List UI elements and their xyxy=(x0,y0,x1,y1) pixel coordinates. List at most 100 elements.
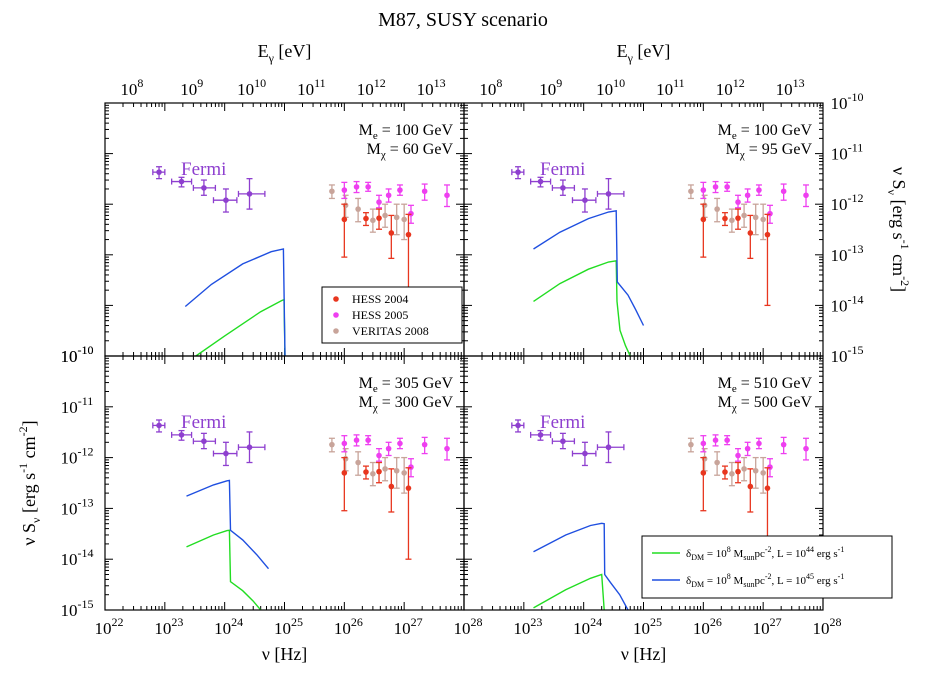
veritas2008-point xyxy=(687,184,694,200)
tick-exponent: 23 xyxy=(171,615,183,629)
veritas2008-point xyxy=(401,456,408,494)
fermi-point xyxy=(171,429,193,441)
legend-text: M xyxy=(731,575,744,587)
tick-base: 10 xyxy=(274,619,291,638)
tick-exponent: 10 xyxy=(613,76,625,90)
veritas2008-point-marker xyxy=(401,216,407,223)
fermi-point-marker xyxy=(246,444,253,451)
hess2005-point-marker xyxy=(803,445,809,452)
veritas2008-point xyxy=(393,456,400,489)
hess2005-point-marker xyxy=(724,437,730,444)
hess2004-point xyxy=(700,456,707,512)
tick-exponent: 11 xyxy=(673,76,685,90)
veritas2008-point xyxy=(741,203,748,228)
hess2004-point xyxy=(700,203,707,258)
fermi-point xyxy=(551,179,576,196)
hess2004-point-marker xyxy=(376,468,382,475)
hess2005-point-marker xyxy=(756,440,762,447)
veritas2008-point-marker xyxy=(729,217,735,224)
legend-model-label-blue: δDM = 108 Msunpc-2, L = 1045 erg s-1 xyxy=(686,572,844,589)
tick-base: 10 xyxy=(454,619,471,638)
veritas2008-point-marker xyxy=(714,459,720,466)
legend-text: pc xyxy=(754,575,765,587)
data-legend-box xyxy=(321,286,463,344)
legend-sup: 8 xyxy=(727,545,731,554)
y-tick-label: 10-14 xyxy=(61,546,94,569)
veritas2008-point xyxy=(328,184,335,200)
mass-symbol: M xyxy=(718,375,732,392)
veritas2008-point xyxy=(355,197,362,223)
x2-tick-label: 1010 xyxy=(596,76,625,99)
tick-base: 10 xyxy=(539,80,556,99)
hess2005-point-marker xyxy=(767,464,773,470)
hess2005-point-marker xyxy=(767,210,773,217)
hess2004-point-marker xyxy=(735,468,741,475)
hess2005-point xyxy=(421,436,428,455)
tick-exponent: 13 xyxy=(434,76,446,90)
veritas2008-point-marker xyxy=(382,212,388,219)
hess2004-point-marker xyxy=(700,470,707,476)
x2-tick-label: 108 xyxy=(120,76,143,99)
tick-exponent: 27 xyxy=(770,615,782,629)
hess2005-point-marker xyxy=(780,441,787,448)
legend-text: , L = 10 xyxy=(772,575,807,587)
tick-base: 10 xyxy=(633,619,650,638)
fermi-point xyxy=(571,188,597,213)
tick-exponent: 8 xyxy=(496,76,502,90)
y-title-sub: ν xyxy=(885,190,899,196)
tick-exponent: -11 xyxy=(78,394,94,408)
hess2004-point-marker xyxy=(764,485,771,491)
mass-value: = 100 GeV xyxy=(378,122,454,139)
y2-tick-label: 10-12 xyxy=(831,191,864,214)
x2-tick-label: 109 xyxy=(180,76,203,99)
legend-sub: DM xyxy=(691,580,704,589)
model-curve-blue xyxy=(533,522,629,610)
hess2005-point xyxy=(803,184,810,208)
hess2004-point xyxy=(376,461,383,484)
y-tick-label: 10-11 xyxy=(61,394,94,417)
tick-base: 10 xyxy=(513,619,530,638)
veritas2008-point xyxy=(369,461,376,487)
model-curve-green xyxy=(533,259,631,356)
legend-label-hess2004: HESS 2004 xyxy=(352,292,408,306)
tick-base: 10 xyxy=(95,619,112,638)
veritas2008-point-marker xyxy=(329,441,335,448)
tick-base: 10 xyxy=(297,80,314,99)
tick-base: 10 xyxy=(61,499,78,518)
veritas2008-point-marker xyxy=(688,441,694,448)
veritas2008-point xyxy=(382,203,389,228)
tick-exponent: -13 xyxy=(78,495,94,509)
fermi-point xyxy=(192,432,217,450)
x-tick-label: 1023 xyxy=(513,615,542,638)
y2-tick-label: 10-15 xyxy=(831,343,864,366)
legend-label-hess2005: HESS 2005 xyxy=(352,308,408,322)
hess2005-point-marker xyxy=(365,437,371,444)
hess2005-point-marker xyxy=(700,440,707,447)
fermi-point xyxy=(171,176,193,188)
veritas2008-point xyxy=(728,208,735,233)
model-curve-green xyxy=(186,529,262,610)
legend-text: = 10 xyxy=(704,548,727,560)
fermi-point-marker xyxy=(178,178,185,185)
fermi-label: Fermi xyxy=(540,159,585,180)
x-tick-label: 1027 xyxy=(394,615,423,638)
legend-text: erg s xyxy=(814,548,838,560)
tick-exponent: 25 xyxy=(650,615,662,629)
veritas2008-point-marker xyxy=(382,466,388,472)
mass-electron-label: Me = 510 GeV xyxy=(718,375,813,395)
veritas2008-point-marker xyxy=(393,214,400,221)
fermi-point xyxy=(212,188,238,213)
x-tick-label: 1024 xyxy=(573,615,602,638)
hess2005-point-marker xyxy=(353,184,360,190)
legend-text: M xyxy=(731,548,744,560)
hess2004-point-marker xyxy=(405,485,412,491)
tick-exponent: 26 xyxy=(710,615,722,629)
y-title-exp: -1 xyxy=(16,463,30,473)
fermi-point xyxy=(152,166,166,180)
hess2005-point-marker xyxy=(735,452,741,459)
fermi-point xyxy=(237,431,266,464)
tick-base: 10 xyxy=(61,398,78,417)
x-tick-label: 1028 xyxy=(454,615,483,638)
x2-tick-label: 1011 xyxy=(297,76,326,99)
hess2005-point xyxy=(735,194,742,209)
